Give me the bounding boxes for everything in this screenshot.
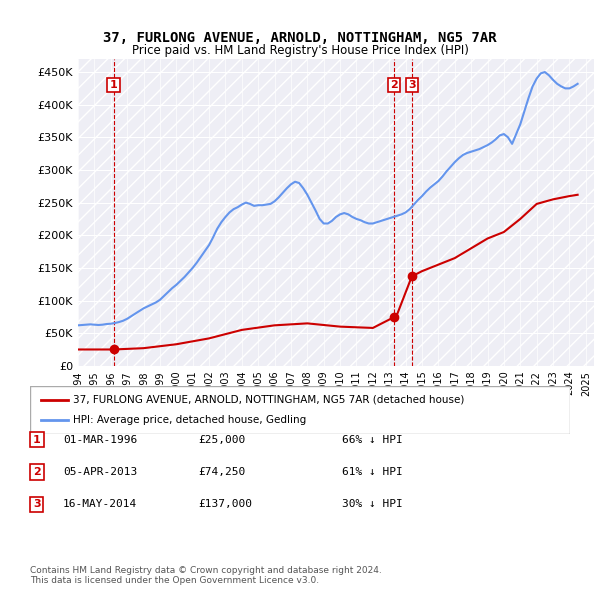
FancyBboxPatch shape: [30, 386, 570, 434]
Text: Contains HM Land Registry data © Crown copyright and database right 2024.
This d: Contains HM Land Registry data © Crown c…: [30, 566, 382, 585]
Text: Price paid vs. HM Land Registry's House Price Index (HPI): Price paid vs. HM Land Registry's House …: [131, 44, 469, 57]
Text: 1: 1: [110, 80, 118, 90]
Text: 16-MAY-2014: 16-MAY-2014: [63, 500, 137, 509]
Text: 66% ↓ HPI: 66% ↓ HPI: [342, 435, 403, 444]
Text: 37, FURLONG AVENUE, ARNOLD, NOTTINGHAM, NG5 7AR (detached house): 37, FURLONG AVENUE, ARNOLD, NOTTINGHAM, …: [73, 395, 464, 405]
Text: 3: 3: [408, 80, 416, 90]
Text: 30% ↓ HPI: 30% ↓ HPI: [342, 500, 403, 509]
Text: 61% ↓ HPI: 61% ↓ HPI: [342, 467, 403, 477]
Text: 3: 3: [33, 500, 41, 509]
Text: 1: 1: [33, 435, 41, 444]
Text: 2: 2: [390, 80, 398, 90]
Text: 37, FURLONG AVENUE, ARNOLD, NOTTINGHAM, NG5 7AR: 37, FURLONG AVENUE, ARNOLD, NOTTINGHAM, …: [103, 31, 497, 45]
Text: £74,250: £74,250: [198, 467, 245, 477]
Text: 2: 2: [33, 467, 41, 477]
Text: 05-APR-2013: 05-APR-2013: [63, 467, 137, 477]
Text: £137,000: £137,000: [198, 500, 252, 509]
Text: 01-MAR-1996: 01-MAR-1996: [63, 435, 137, 444]
Text: £25,000: £25,000: [198, 435, 245, 444]
Text: HPI: Average price, detached house, Gedling: HPI: Average price, detached house, Gedl…: [73, 415, 307, 425]
